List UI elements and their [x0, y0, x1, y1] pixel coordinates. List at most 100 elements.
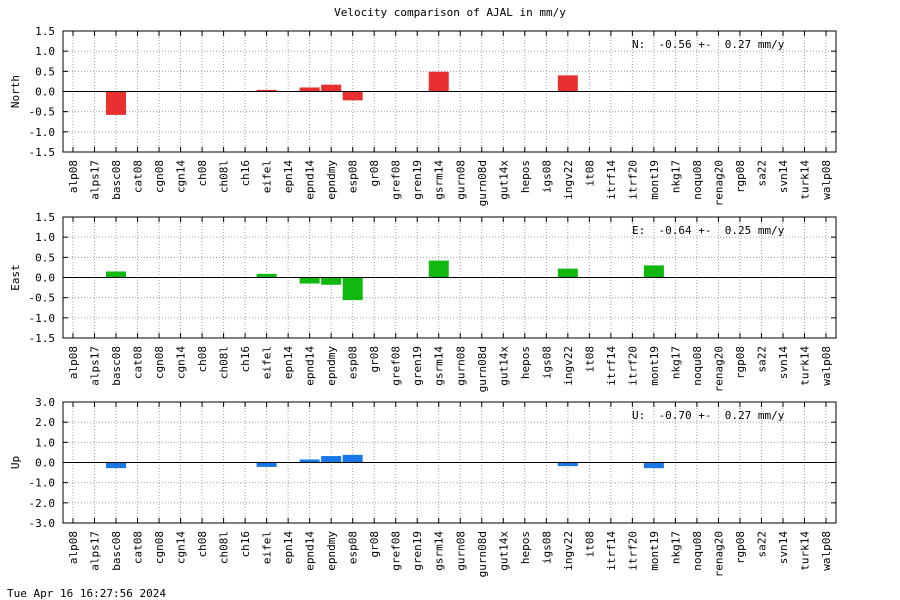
xtick-label-east-itrf20: itrf20 [626, 346, 639, 386]
xtick-label-up-gurn08: gurn08 [454, 531, 467, 571]
xtick-label-up-ch08l: ch08l [218, 531, 231, 564]
bar-east-mont19 [643, 265, 664, 278]
xtick-label-up-mont19: mont19 [648, 531, 661, 571]
xtick-label-north-turk14: turk14 [798, 160, 811, 200]
xtick-label-east-ch08l: ch08l [218, 346, 231, 379]
xtick-label-up-turk14: turk14 [798, 531, 811, 571]
xtick-label-up-epn14: epn14 [282, 531, 295, 564]
xtick-label-east-epn14: epn14 [282, 346, 295, 379]
xtick-label-north-itrf20: itrf20 [626, 160, 639, 200]
xtick-label-east-esp08: esp08 [347, 346, 360, 379]
xtick-label-north-ingv22: ingv22 [562, 160, 575, 200]
xtick-label-east-cgn14: cgn14 [175, 346, 188, 379]
ytick-label-east: -0.5 [29, 292, 56, 305]
xtick-label-north-ch16: ch16 [239, 160, 252, 187]
bar-east-ingv22 [557, 268, 578, 278]
xtick-label-east-svn14: svn14 [777, 346, 790, 379]
ytick-label-east: 1.5 [35, 211, 55, 224]
xtick-label-up-gurn08d: gurn08d [476, 531, 489, 577]
ytick-label-up: 1.0 [35, 436, 55, 449]
xtick-label-up-gut14x: gut14x [497, 531, 510, 571]
xtick-label-north-it08: it08 [583, 160, 596, 187]
xtick-label-north-epn14: epn14 [282, 160, 295, 193]
plot-frame-north [62, 30, 837, 153]
xtick-label-north-sa22: sa22 [755, 160, 768, 187]
xtick-label-east-it08: it08 [583, 346, 596, 373]
xtick-label-north-cgn08: cgn08 [153, 160, 166, 193]
xtick-label-up-itrf14: itrf14 [605, 531, 618, 571]
ytick-label-north: 0.0 [35, 86, 55, 99]
xtick-label-up-epndmy: epndmy [325, 531, 338, 571]
ytick-label-east: -1.0 [29, 312, 56, 325]
xtick-label-east-cat08: cat08 [132, 346, 145, 379]
xtick-label-north-alp08: alp08 [67, 160, 80, 193]
xtick-label-east-ingv22: ingv22 [562, 346, 575, 386]
xtick-label-east-epndmy: epndmy [325, 346, 338, 386]
bar-north-esp08 [342, 91, 363, 101]
xtick-label-up-ch08: ch08 [196, 531, 209, 558]
xtick-label-north-gren19: gren19 [411, 160, 424, 200]
xtick-label-north-cat08: cat08 [132, 160, 145, 193]
xtick-label-north-gr08: gr08 [368, 160, 381, 187]
xtick-label-east-eifel: eifel [261, 346, 274, 379]
xtick-label-north-eifel: eifel [261, 160, 274, 193]
ylabel-up: Up [9, 456, 22, 469]
ytick-label-north: 1.0 [35, 45, 55, 58]
xtick-label-up-walp08: walp08 [820, 531, 833, 571]
xtick-label-up-gren19: gren19 [411, 531, 424, 571]
bar-up-basc08 [106, 462, 127, 469]
ytick-label-north: 0.5 [35, 65, 55, 78]
xtick-label-up-cgn14: cgn14 [175, 531, 188, 564]
xtick-label-east-alp08: alp08 [67, 346, 80, 379]
ytick-label-north: -1.0 [29, 126, 56, 139]
xtick-label-up-cat08: cat08 [132, 531, 145, 564]
xtick-label-north-nkg17: nkg17 [669, 160, 682, 193]
bar-east-epndmy [321, 277, 342, 285]
bar-north-epndmy [321, 84, 342, 92]
xtick-label-east-walp08: walp08 [820, 346, 833, 386]
xtick-label-east-noqu08: noqu08 [691, 346, 704, 386]
plot-frame-east [62, 216, 837, 339]
bar-north-basc08 [106, 91, 127, 115]
xtick-label-east-rgp08: rgp08 [734, 346, 747, 379]
bar-up-mont19 [643, 462, 664, 469]
xtick-label-north-gsrm14: gsrm14 [433, 160, 446, 200]
xtick-label-east-itrf14: itrf14 [605, 346, 618, 386]
ytick-label-north: -1.5 [29, 146, 56, 159]
ytick-label-east: 1.0 [35, 231, 55, 244]
xtick-label-north-gurn08: gurn08 [454, 160, 467, 200]
bar-up-esp08 [342, 454, 363, 463]
ylabel-north: North [9, 75, 22, 108]
bar-north-eifel [256, 89, 277, 92]
xtick-label-up-alps17: alps17 [89, 531, 102, 571]
xtick-label-east-gr08: gr08 [368, 346, 381, 373]
xtick-label-up-svn14: svn14 [777, 531, 790, 564]
xtick-label-up-hepos: hepos [519, 531, 532, 564]
xtick-label-up-itrf20: itrf20 [626, 531, 639, 571]
summary-east: E: -0.64 +- 0.25 mm/y [632, 224, 785, 237]
xtick-label-east-alps17: alps17 [89, 346, 102, 386]
xtick-label-up-cgn08: cgn08 [153, 531, 166, 564]
xtick-label-north-ch08l: ch08l [218, 160, 231, 193]
xtick-label-up-gsrm14: gsrm14 [433, 531, 446, 571]
xtick-label-east-igs08: igs08 [540, 346, 553, 379]
xtick-label-up-alp08: alp08 [67, 531, 80, 564]
xtick-label-east-gsrm14: gsrm14 [433, 346, 446, 386]
summary-up: U: -0.70 +- 0.27 mm/y [632, 409, 785, 422]
bar-north-ingv22 [557, 75, 578, 92]
xtick-label-up-ingv22: ingv22 [562, 531, 575, 571]
xtick-label-east-gut14x: gut14x [497, 346, 510, 386]
ytick-label-up: -2.0 [29, 497, 56, 510]
bar-east-epnd14 [299, 277, 320, 284]
plot-frame-up [62, 401, 837, 524]
xtick-label-up-gref08: gref08 [390, 531, 403, 571]
bar-up-epndmy [321, 456, 342, 463]
xtick-label-up-rgp08: rgp08 [734, 531, 747, 564]
bar-east-eifel [256, 273, 277, 278]
ytick-label-north: 1.5 [35, 25, 55, 38]
xtick-label-north-gref08: gref08 [390, 160, 403, 200]
xtick-label-east-mont19: mont19 [648, 346, 661, 386]
xtick-label-up-basc08: basc08 [110, 531, 123, 571]
xtick-label-east-ch16: ch16 [239, 346, 252, 373]
